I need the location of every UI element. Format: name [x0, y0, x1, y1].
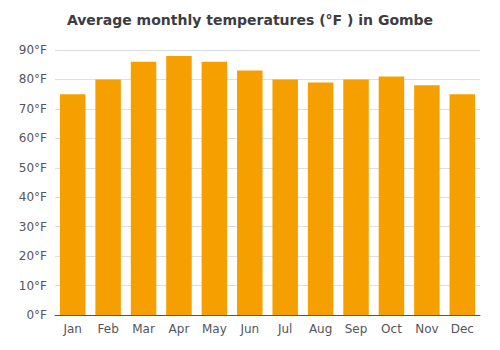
svg-text:60°F: 60°F — [19, 131, 47, 145]
svg-text:80°F: 80°F — [19, 72, 47, 86]
svg-text:May: May — [202, 322, 227, 336]
svg-text:Nov: Nov — [415, 322, 438, 336]
svg-text:Aug: Aug — [309, 322, 332, 336]
svg-text:Dec: Dec — [451, 322, 474, 336]
svg-text:Jan: Jan — [62, 322, 82, 336]
svg-text:Sep: Sep — [345, 322, 368, 336]
svg-text:Apr: Apr — [169, 322, 190, 336]
svg-text:Mar: Mar — [132, 322, 155, 336]
svg-text:10°F: 10°F — [19, 279, 47, 293]
svg-text:30°F: 30°F — [19, 220, 47, 234]
svg-text:Oct: Oct — [381, 322, 402, 336]
svg-text:50°F: 50°F — [19, 161, 47, 175]
svg-text:0°F: 0°F — [26, 308, 47, 322]
svg-text:90°F: 90°F — [19, 43, 47, 57]
svg-text:Jun: Jun — [239, 322, 259, 336]
svg-text:70°F: 70°F — [19, 102, 47, 116]
svg-text:20°F: 20°F — [19, 249, 47, 263]
svg-text:Jul: Jul — [277, 322, 292, 336]
svg-text:Average monthly temperatures (: Average monthly temperatures (°F ) in Go… — [67, 12, 433, 28]
svg-text:Feb: Feb — [98, 322, 119, 336]
svg-text:40°F: 40°F — [19, 190, 47, 204]
